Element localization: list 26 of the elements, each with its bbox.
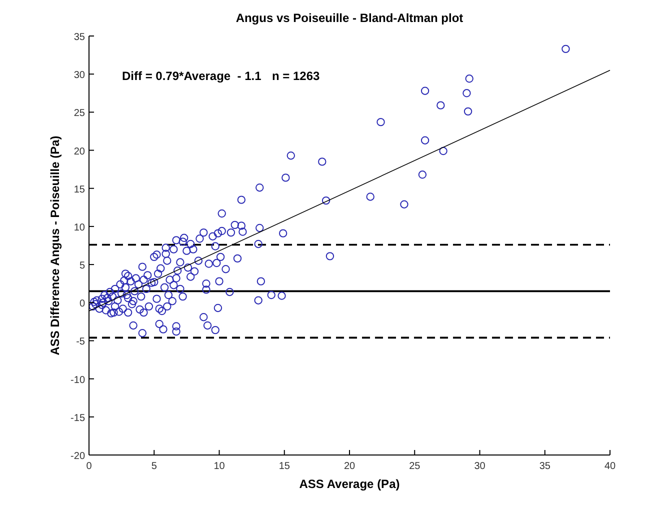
x-tick-label: 0 (86, 461, 92, 472)
y-axis-title: ASS Difference Angus - Poiseuille (Pa) (48, 136, 62, 356)
y-tick-label: 0 (79, 298, 86, 310)
x-tick-label: 25 (409, 461, 421, 472)
y-tick-label: -5 (76, 336, 86, 348)
y-tick-label: -15 (70, 412, 86, 424)
x-tick-label: 40 (604, 461, 616, 472)
y-tick-label: -20 (70, 451, 86, 462)
x-tick-label: 5 (151, 461, 158, 472)
annotation: Diff = 0.79*Average - 1.1 (122, 69, 262, 83)
x-tick-label: 30 (474, 461, 486, 472)
y-tick-label: 30 (74, 70, 86, 82)
annotation: n = 1263 (272, 69, 320, 83)
x-tick-label: 10 (214, 461, 226, 472)
y-tick-label: -10 (70, 374, 86, 386)
y-tick-label: 15 (74, 184, 86, 196)
y-tick-label: 35 (74, 32, 86, 43)
y-tick-label: 10 (74, 222, 86, 234)
x-tick-label: 35 (539, 461, 551, 472)
x-tick-label: 20 (344, 461, 356, 472)
chart-title: Angus vs Poiseuille - Bland-Altman plot (236, 11, 464, 25)
x-tick-label: 15 (278, 461, 290, 472)
y-tick-label: 25 (74, 108, 86, 120)
y-tick-label: 20 (74, 146, 86, 158)
y-tick-label: 5 (79, 260, 86, 272)
x-axis-title: ASS Average (Pa) (299, 477, 400, 491)
